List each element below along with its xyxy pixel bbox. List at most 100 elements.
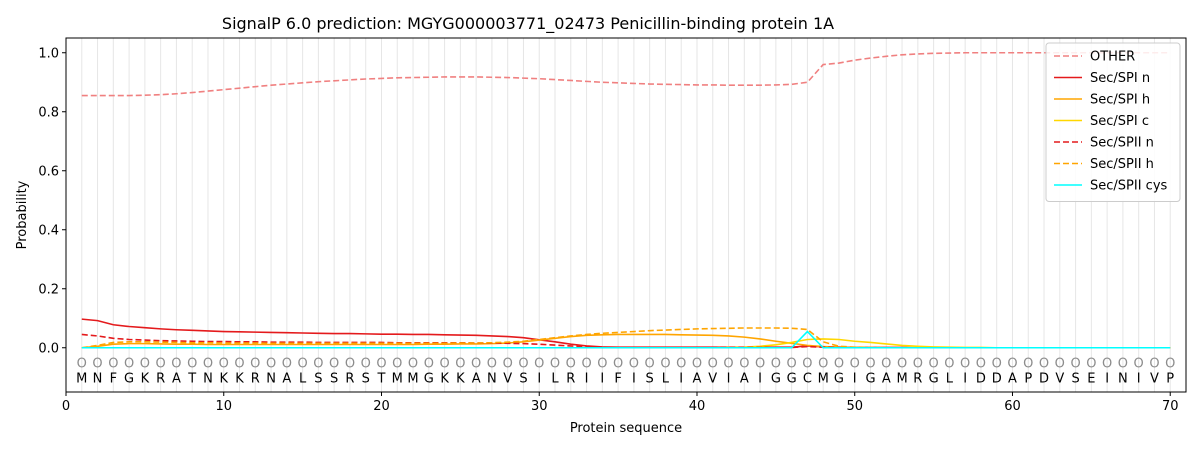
residue-marker: O xyxy=(1118,357,1128,372)
residue-marker: O xyxy=(408,357,418,372)
residue-marker: O xyxy=(329,357,339,372)
residue-label: K xyxy=(235,371,244,386)
residue-label: R xyxy=(345,371,354,386)
residue-label: I xyxy=(600,371,604,386)
residue-marker: O xyxy=(597,357,607,372)
residue-marker: O xyxy=(581,357,591,372)
residue-label: K xyxy=(141,371,150,386)
residue-label: S xyxy=(330,371,338,386)
residue-label: A xyxy=(1008,371,1017,386)
residue-marker: O xyxy=(1102,357,1112,372)
residue-marker: O xyxy=(503,357,513,372)
residue-label: M xyxy=(407,371,418,386)
residue-label: R xyxy=(156,371,165,386)
chart-title: SignalP 6.0 prediction: MGYG000003771_02… xyxy=(222,14,834,34)
residue-marker: O xyxy=(1023,357,1033,372)
series-line xyxy=(81,330,1171,349)
residue-label: E xyxy=(1087,371,1095,386)
residue-label: D xyxy=(1039,371,1049,386)
residue-marker: O xyxy=(944,357,954,372)
residue-label: V xyxy=(503,371,512,386)
legend-entry: Sec/SPI h xyxy=(1090,93,1150,108)
residue-label: K xyxy=(219,371,228,386)
residue-marker: O xyxy=(1086,357,1096,372)
residue-marker: O xyxy=(518,357,528,372)
x-tick-label: 20 xyxy=(373,399,390,414)
x-tick-label: 40 xyxy=(689,399,706,414)
series-line xyxy=(81,51,1171,97)
x-tick-label: 50 xyxy=(846,399,863,414)
legend-entry: Sec/SPII n xyxy=(1090,136,1154,151)
residue-label: A xyxy=(172,371,181,386)
residue-label: M xyxy=(818,371,829,386)
residue-marker: O xyxy=(282,357,292,372)
series-line xyxy=(81,333,1171,349)
residue-label: K xyxy=(456,371,465,386)
residue-marker: O xyxy=(534,357,544,372)
residue-label: T xyxy=(377,371,386,386)
residue-marker: O xyxy=(771,357,781,372)
residue-marker: O xyxy=(219,357,229,372)
residue-marker: O xyxy=(187,357,197,372)
residue-marker: O xyxy=(660,357,670,372)
y-tick-label: 0.0 xyxy=(38,341,59,356)
residue-marker: O xyxy=(818,357,828,372)
residue-marker: O xyxy=(77,357,87,372)
residue-label: A xyxy=(282,371,291,386)
x-tick-label: 70 xyxy=(1162,399,1179,414)
residue-label: G xyxy=(787,371,797,386)
residue-label: I xyxy=(727,371,731,386)
residue-marker: O xyxy=(345,357,355,372)
residue-label: R xyxy=(566,371,575,386)
residue-label: A xyxy=(740,371,749,386)
y-axis-label: Probability xyxy=(15,180,30,249)
residue-marker: O xyxy=(928,357,938,372)
residue-label: S xyxy=(646,371,654,386)
residue-label: A xyxy=(472,371,481,386)
residue-label: A xyxy=(882,371,891,386)
residue-marker: O xyxy=(392,357,402,372)
residue-label: K xyxy=(440,371,449,386)
residue-marker: O xyxy=(1055,357,1065,372)
residue-label: M xyxy=(76,371,87,386)
legend-entry: Sec/SPII cys xyxy=(1090,179,1168,194)
y-tick-label: 1.0 xyxy=(38,46,59,61)
residue-marker: O xyxy=(313,357,323,372)
residue-marker: O xyxy=(676,357,686,372)
residue-label: N xyxy=(487,371,497,386)
residue-marker: O xyxy=(1007,357,1017,372)
residue-marker: O xyxy=(140,357,150,372)
residue-label: S xyxy=(1071,371,1079,386)
residue-marker: O xyxy=(550,357,560,372)
y-tick-label: 0.6 xyxy=(38,164,59,179)
residue-label: T xyxy=(187,371,196,386)
residue-marker: O xyxy=(692,357,702,372)
residue-marker: O xyxy=(487,357,497,372)
residue-label: L xyxy=(551,371,559,386)
residue-marker: O xyxy=(266,357,276,372)
residue-marker: O xyxy=(424,357,434,372)
residue-marker: O xyxy=(455,357,465,372)
residue-label: R xyxy=(251,371,260,386)
residue-marker: O xyxy=(739,357,749,372)
residue-label: P xyxy=(1166,371,1174,386)
residue-marker: O xyxy=(613,357,623,372)
residue-label: N xyxy=(1118,371,1128,386)
residue-label: V xyxy=(1055,371,1064,386)
residue-label: I xyxy=(585,371,589,386)
residue-label: L xyxy=(946,371,954,386)
residue-label: G xyxy=(771,371,781,386)
residue-marker: O xyxy=(471,357,481,372)
x-tick-label: 30 xyxy=(531,399,548,414)
axes: 0 10 20 30 40 50 60 70 0.0 0.2 0.4 0.6 0.8 1.0 xyxy=(38,46,1178,414)
residue-label: D xyxy=(976,371,986,386)
x-tick-label: 0 xyxy=(62,399,70,414)
y-tick-label: 0.8 xyxy=(38,105,59,120)
residue-label: V xyxy=(1150,371,1159,386)
residue-marker: O xyxy=(566,357,576,372)
residue-marker: O xyxy=(92,357,102,372)
legend-entry: Sec/SPI c xyxy=(1090,114,1149,129)
residue-label: N xyxy=(203,371,213,386)
residue-marker: O xyxy=(897,357,907,372)
residue-marker: O xyxy=(992,357,1002,372)
